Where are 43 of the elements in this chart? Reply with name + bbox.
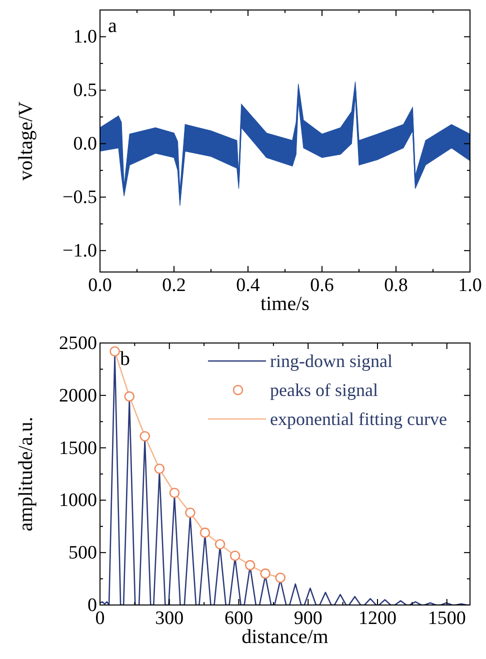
x-tick-label: 1200 — [358, 608, 396, 629]
x-tick-label: 300 — [155, 608, 184, 629]
x-tick-label: 0.0 — [88, 275, 112, 296]
x-tick-label: 0.8 — [384, 275, 408, 296]
x-tick-label: 1500 — [428, 608, 466, 629]
point — [124, 391, 135, 402]
y-tick-label: 0.5 — [73, 80, 97, 102]
point — [244, 560, 256, 570]
y-tick-label: 500 — [68, 542, 97, 564]
point — [140, 431, 150, 442]
point — [154, 464, 165, 474]
legend-label: peaks of signal — [270, 380, 378, 400]
x-axis-title: time/s — [260, 293, 310, 315]
y-tick-label: 2000 — [59, 385, 97, 406]
y-tick-label: −0.5 — [62, 187, 97, 208]
y-tick-label: 1000 — [59, 490, 97, 512]
y-tick-label: −1.0 — [62, 240, 97, 262]
x-tick-label: 900 — [294, 608, 322, 629]
y-axis-title: amplitude/a.u. — [15, 416, 37, 532]
legend-label: ring-down signal — [270, 351, 392, 371]
legend-label: exponential fitting curve — [270, 409, 447, 429]
y-axis-title: voltage/V — [15, 101, 37, 180]
point — [214, 539, 226, 550]
y-tick-label: 1.0 — [73, 26, 97, 48]
y-tick-label: 1500 — [59, 438, 97, 459]
y-tick-label: 0 — [88, 595, 97, 616]
point — [275, 572, 286, 583]
x-tick-label: 1.0 — [458, 275, 482, 296]
point — [110, 346, 120, 357]
y-tick-label: 0.0 — [73, 134, 97, 155]
point — [230, 550, 240, 561]
point — [200, 528, 210, 538]
point — [260, 568, 270, 579]
x-tick-label: 600 — [224, 608, 253, 629]
annotation: b — [120, 348, 130, 370]
x-tick-label: 0.6 — [310, 275, 334, 296]
x-axis-title: distance/m — [242, 626, 329, 648]
x-tick-label: 0.4 — [236, 275, 260, 296]
y-tick-label: 2500 — [59, 333, 97, 354]
point — [169, 488, 180, 498]
x-tick-label: 0.2 — [162, 275, 186, 296]
annotation: a — [108, 15, 117, 37]
point — [185, 508, 196, 518]
